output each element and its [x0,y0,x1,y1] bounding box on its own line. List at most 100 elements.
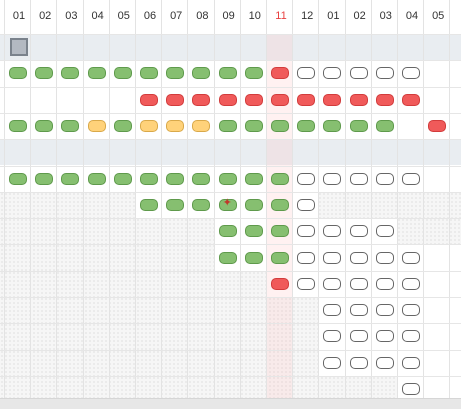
status-pill-yellow[interactable] [140,120,158,133]
status-pill-green[interactable] [297,120,316,133]
status-pill-red[interactable] [244,93,263,106]
status-pill-empty[interactable] [297,198,316,211]
status-pill-green[interactable] [192,67,211,80]
status-pill-empty[interactable] [402,330,420,343]
status-pill-empty[interactable] [349,251,368,264]
status-pill-empty[interactable] [323,304,342,317]
status-pill-green[interactable] [218,67,237,80]
status-pill-green[interactable] [271,225,289,238]
status-pill-green[interactable] [192,198,211,211]
status-pill-empty[interactable] [402,172,420,185]
status-pill-green[interactable] [166,198,185,211]
status-pill-green[interactable] [218,225,237,238]
status-pill-empty[interactable] [297,277,316,290]
status-pill-green[interactable] [244,120,263,133]
status-pill-green[interactable] [244,251,263,264]
status-pill-green[interactable] [61,172,80,185]
status-pill-green[interactable] [61,120,80,133]
status-pill-empty[interactable] [375,304,394,317]
status-pill-empty[interactable] [349,172,368,185]
status-pill-green[interactable] [87,67,106,80]
status-pill-green[interactable] [140,172,158,185]
status-pill-red[interactable] [428,120,447,133]
status-pill-red[interactable] [271,67,289,80]
status-pill-empty[interactable] [375,330,394,343]
status-pill-green[interactable] [323,120,342,133]
status-pill-empty[interactable] [402,277,420,290]
status-pill-green[interactable] [192,172,211,185]
status-pill-empty[interactable] [402,356,420,369]
status-pill-empty[interactable] [349,277,368,290]
status-pill-green[interactable] [35,172,54,185]
status-pill-red[interactable] [402,93,420,106]
status-pill-empty[interactable] [402,383,420,396]
status-pill-green[interactable] [271,251,289,264]
status-pill-empty[interactable] [402,304,420,317]
status-pill-green[interactable] [9,67,27,80]
status-pill-green[interactable] [271,172,289,185]
status-pill-empty[interactable] [349,304,368,317]
status-pill-empty[interactable] [323,251,342,264]
status-pill-green[interactable] [61,67,80,80]
status-pill-red[interactable] [375,93,394,106]
status-pill-empty[interactable] [349,67,368,80]
status-pill-green[interactable] [140,198,158,211]
status-pill-green[interactable] [113,67,132,80]
status-pill-red[interactable] [297,93,316,106]
status-pill-green[interactable] [113,172,132,185]
status-pill-yellow[interactable] [166,120,185,133]
status-pill-empty[interactable] [323,172,342,185]
status-pill-empty[interactable] [375,251,394,264]
status-pill-red[interactable] [140,93,158,106]
status-pill-empty[interactable] [323,277,342,290]
status-pill-red[interactable] [323,93,342,106]
status-pill-green[interactable] [271,120,289,133]
status-pill-green[interactable] [271,198,289,211]
status-pill-green[interactable] [375,120,394,133]
status-pill-empty[interactable] [297,172,316,185]
status-pill-empty[interactable] [323,330,342,343]
status-pill-green[interactable] [218,172,237,185]
status-pill-green[interactable] [87,172,106,185]
status-pill-red[interactable] [166,93,185,106]
status-pill-green[interactable] [140,67,158,80]
status-pill-empty[interactable] [297,225,316,238]
status-pill-green[interactable] [35,120,54,133]
status-pill-empty[interactable] [349,330,368,343]
group-row[interactable] [0,139,461,166]
status-pill-empty[interactable] [375,172,394,185]
status-pill-empty[interactable] [402,251,420,264]
status-pill-yellow[interactable] [87,120,106,133]
group-row[interactable] [0,34,461,61]
status-pill-yellow[interactable] [192,120,211,133]
status-pill-green[interactable] [218,198,237,211]
status-pill-red[interactable] [218,93,237,106]
selected-cell[interactable] [10,38,28,56]
status-pill-empty[interactable] [375,225,394,238]
horizontal-scrollbar[interactable] [0,398,461,409]
status-pill-green[interactable] [218,120,237,133]
status-pill-green[interactable] [244,67,263,80]
status-pill-empty[interactable] [323,67,342,80]
status-pill-empty[interactable] [402,67,420,80]
status-pill-green[interactable] [113,120,132,133]
status-pill-green[interactable] [244,225,263,238]
status-pill-empty[interactable] [375,356,394,369]
status-pill-empty[interactable] [297,251,316,264]
status-pill-green[interactable] [9,172,27,185]
status-pill-empty[interactable] [323,225,342,238]
status-pill-red[interactable] [271,277,289,290]
status-pill-green[interactable] [218,251,237,264]
status-pill-red[interactable] [192,93,211,106]
status-pill-empty[interactable] [349,225,368,238]
status-pill-empty[interactable] [297,67,316,80]
status-pill-green[interactable] [244,172,263,185]
status-pill-empty[interactable] [349,356,368,369]
status-pill-green[interactable] [349,120,368,133]
status-pill-empty[interactable] [375,67,394,80]
status-pill-empty[interactable] [323,356,342,369]
status-pill-green[interactable] [166,172,185,185]
status-pill-green[interactable] [9,120,27,133]
status-pill-empty[interactable] [375,277,394,290]
status-pill-green[interactable] [244,198,263,211]
